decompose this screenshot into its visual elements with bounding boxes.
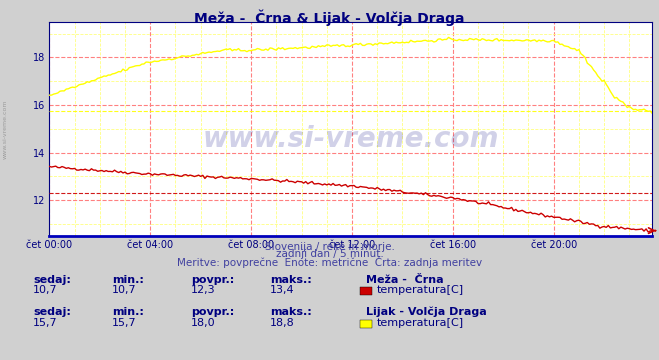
Text: sedaj:: sedaj: xyxy=(33,307,71,317)
Text: 13,4: 13,4 xyxy=(270,285,295,296)
Text: min.:: min.: xyxy=(112,307,144,317)
Text: 10,7: 10,7 xyxy=(112,285,136,296)
Text: Meža -  Črna & Lijak - Volčja Draga: Meža - Črna & Lijak - Volčja Draga xyxy=(194,9,465,26)
Text: Slovenija / reke in morje.: Slovenija / reke in morje. xyxy=(264,242,395,252)
Text: maks.:: maks.: xyxy=(270,307,312,317)
Text: 12,3: 12,3 xyxy=(191,285,215,296)
Text: zadnji dan / 5 minut.: zadnji dan / 5 minut. xyxy=(275,249,384,259)
Text: Meža -  Črna: Meža - Črna xyxy=(366,275,444,285)
Text: Lijak - Volčja Draga: Lijak - Volčja Draga xyxy=(366,306,486,317)
Text: maks.:: maks.: xyxy=(270,275,312,285)
Text: povpr.:: povpr.: xyxy=(191,307,235,317)
Text: www.si-vreme.com: www.si-vreme.com xyxy=(203,125,499,153)
Text: temperatura[C]: temperatura[C] xyxy=(377,285,464,296)
Text: 15,7: 15,7 xyxy=(112,318,136,328)
Text: Meritve: povprečne  Enote: metrične  Črta: zadnja meritev: Meritve: povprečne Enote: metrične Črta:… xyxy=(177,256,482,268)
Text: www.si-vreme.com: www.si-vreme.com xyxy=(3,100,8,159)
Text: povpr.:: povpr.: xyxy=(191,275,235,285)
Text: min.:: min.: xyxy=(112,275,144,285)
Text: 10,7: 10,7 xyxy=(33,285,57,296)
Text: sedaj:: sedaj: xyxy=(33,275,71,285)
Text: 18,8: 18,8 xyxy=(270,318,295,328)
Text: 15,7: 15,7 xyxy=(33,318,57,328)
Text: temperatura[C]: temperatura[C] xyxy=(377,318,464,328)
Text: 18,0: 18,0 xyxy=(191,318,215,328)
